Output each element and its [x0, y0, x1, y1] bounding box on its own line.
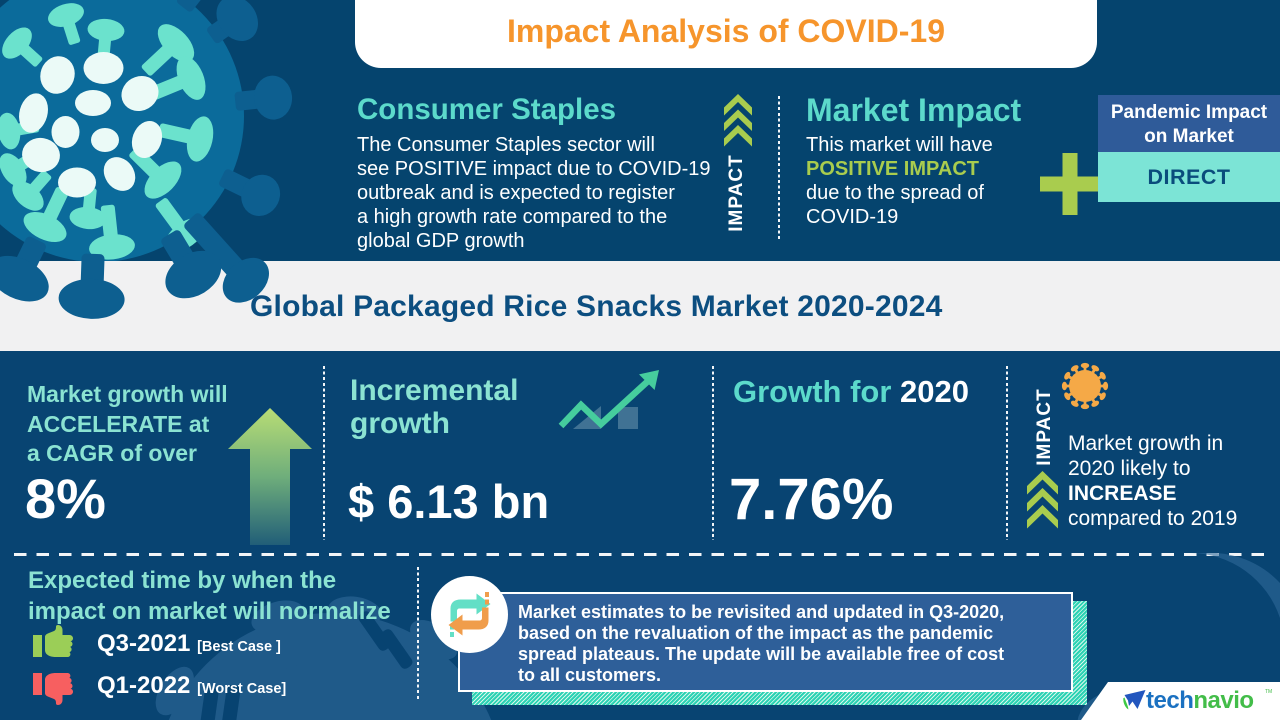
svg-text:technavio: technavio	[1146, 687, 1254, 714]
svg-text:TM: TM	[1265, 689, 1272, 695]
